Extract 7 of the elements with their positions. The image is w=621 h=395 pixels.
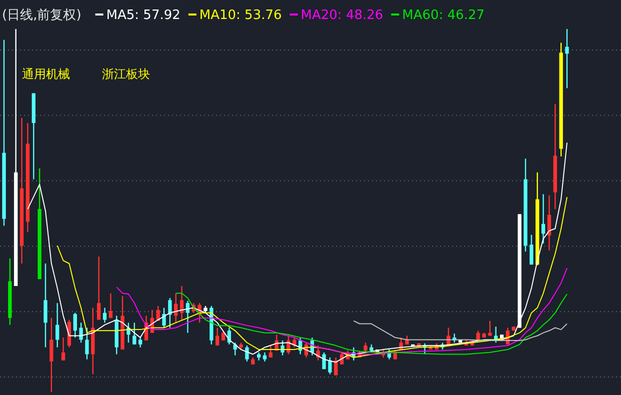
chart-title: (日线,前复权): [2, 8, 82, 23]
legend-label: MA10: 53.76: [199, 8, 282, 23]
annotation: 通用机械: [22, 67, 70, 81]
legend-label: MA60: 46.27: [402, 8, 485, 23]
legend-label: MA20: 48.26: [300, 8, 384, 23]
legend-label: MA5: 57.92: [106, 8, 180, 23]
annotation: 浙江板块: [102, 67, 150, 81]
